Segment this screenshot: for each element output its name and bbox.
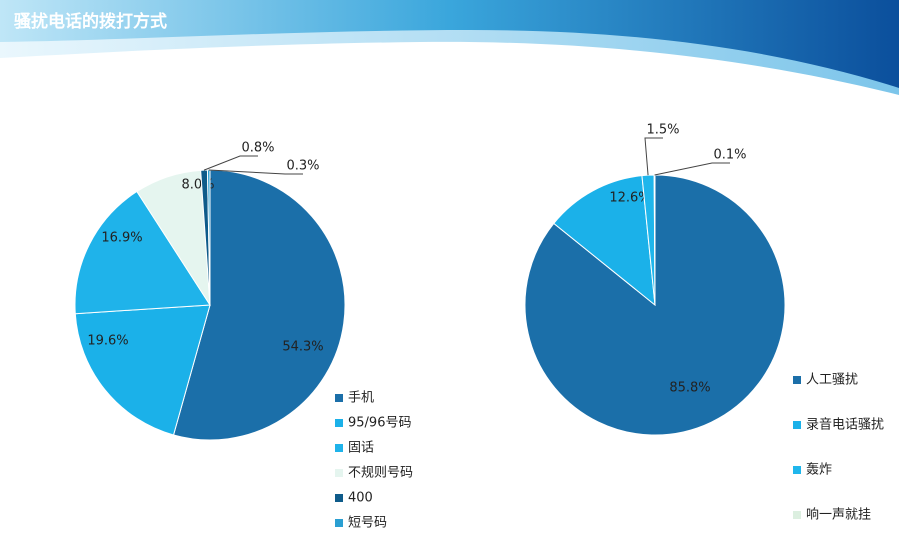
legend-swatch [793, 376, 801, 384]
legend-swatch [793, 466, 801, 474]
data-label: 16.9% [101, 231, 142, 246]
legend-label: 响一声就挂 [806, 507, 871, 523]
legend-label: 400 [348, 491, 373, 506]
pie-slice [74, 190, 211, 315]
data-label: 1.5% [646, 123, 679, 138]
leader-line [644, 137, 663, 176]
slide-title: 骚扰电话的拨打方式 [14, 11, 167, 32]
pie-slice [553, 175, 656, 307]
legend-label: 轰炸 [806, 462, 832, 478]
legend-swatch [335, 469, 343, 477]
legend-label: 95/96号码 [348, 416, 411, 431]
leader-line [203, 155, 258, 171]
data-label: 54.3% [282, 340, 323, 355]
legend-label: 固话 [348, 441, 374, 456]
data-label: 12.6% [609, 191, 650, 206]
legend-swatch [793, 511, 801, 519]
data-label: 0.3% [286, 159, 319, 174]
header-wave [0, 0, 899, 88]
legend-swatch [335, 419, 343, 427]
legend-swatch [335, 519, 343, 527]
pie-slice [74, 304, 211, 436]
data-label: 85.8% [669, 381, 710, 396]
data-label: 0.8% [241, 141, 274, 156]
data-label: 0.1% [713, 148, 746, 163]
legend-label: 人工骚扰 [806, 373, 858, 388]
pie-slice [172, 169, 346, 441]
legend-label: 不规则号码 [348, 466, 413, 481]
legend-label: 短号码 [348, 516, 387, 531]
data-label: 19.6% [87, 334, 128, 349]
legend-swatch [335, 444, 343, 452]
legend-swatch [793, 421, 801, 429]
leader-line [208, 169, 303, 175]
legend-label: 手机 [348, 391, 374, 406]
legend-label: 录音电话骚扰 [806, 417, 884, 433]
legend-swatch [335, 494, 343, 502]
legend-swatch [335, 394, 343, 402]
leader-line [654, 162, 730, 176]
